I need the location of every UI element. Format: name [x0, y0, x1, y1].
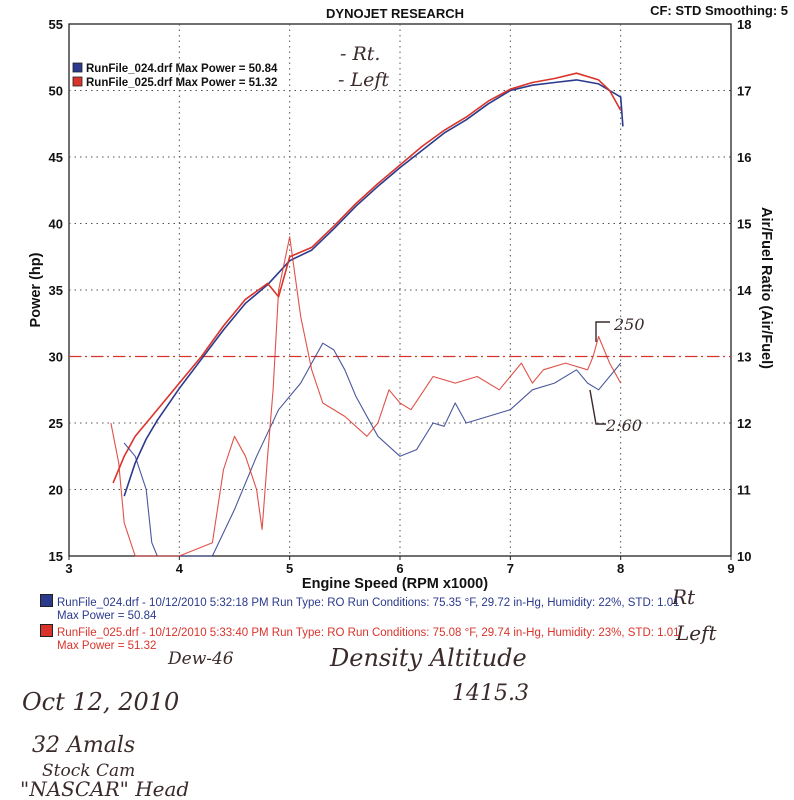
- y-tick-label: 15: [49, 549, 63, 564]
- y2-tick-label: 11: [737, 483, 751, 498]
- annotation-carbs: 32 Amals: [32, 733, 135, 758]
- chart-title: DYNOJET RESEARCH: [326, 6, 464, 21]
- legend-item-025: RunFile_025.drf Max Power = 51.32: [86, 77, 277, 89]
- x-tick-label: 6: [396, 561, 403, 576]
- y-tick-label: 50: [49, 84, 63, 99]
- run-info-024-line2: Max Power = 50.84: [57, 610, 157, 622]
- annotation-density-altitude: Density Altitude: [329, 644, 527, 672]
- series-line-afr-3: [110, 236, 622, 557]
- y2-tick-label: 18: [737, 17, 751, 32]
- legend-swatch-024: [72, 62, 83, 73]
- chart-settings: CF: STD Smoothing: 5: [650, 3, 788, 18]
- y2-tick-label: 13: [737, 350, 751, 365]
- bracket-250: [595, 321, 610, 342]
- x-tick-label: 4: [176, 561, 184, 576]
- annotation-left: - Left: [338, 69, 389, 91]
- annotation-cam: Stock Cam: [42, 761, 135, 781]
- y-tick-label: 55: [49, 17, 63, 32]
- x-tick-label: 3: [65, 561, 72, 576]
- y2-axis-label: Air/Fuel Ratio (Air/Fuel): [758, 207, 774, 369]
- annotation-altitude-value: 1415.3: [452, 681, 529, 706]
- annotation-260: 2:60: [605, 416, 642, 435]
- run-info-025-line2: Max Power = 51.32: [57, 640, 157, 652]
- y2-tick-label: 17: [737, 84, 751, 99]
- y-tick-label: 30: [49, 350, 63, 365]
- run-info-025: RunFile_025.drf - 10/12/2010 5:33:40 PM …: [40, 624, 680, 653]
- annotation-rt: - Rt.: [340, 43, 380, 65]
- run-info-swatch-024: [40, 594, 53, 607]
- run-info-024-line1: RunFile_024.drf - 10/12/2010 5:32:18 PM …: [57, 597, 680, 609]
- annotation-rt-bottom: Rt: [671, 585, 696, 609]
- annotation-250: 250: [613, 315, 645, 334]
- x-tick-label: 8: [617, 561, 624, 576]
- y2-tick-label: 12: [737, 416, 751, 431]
- y2-tick-label: 10: [737, 549, 751, 564]
- tick-labels: 3 4 5 6 7 8 9152025303540455055101112131415161…: [49, 17, 753, 576]
- run-info-024: RunFile_024.drf - 10/12/2010 5:32:18 PM …: [40, 594, 680, 623]
- y-tick-label: 20: [49, 483, 63, 498]
- y2-tick-label: 16: [737, 150, 751, 165]
- y-tick-label: 35: [49, 283, 63, 298]
- x-tick-label: 7: [507, 561, 514, 576]
- run-info-025-line1: RunFile_025.drf - 10/12/2010 5:33:40 PM …: [57, 627, 680, 639]
- y2-tick-label: 15: [737, 217, 751, 232]
- y2-tick-label: 14: [737, 283, 752, 298]
- series-line-afr-2: [123, 342, 622, 557]
- y-tick-label: 25: [49, 416, 63, 431]
- y-axis-label: Power (hp): [28, 252, 44, 327]
- series-lines: [69, 72, 731, 557]
- annotation-head: "NASCAR" Head: [20, 777, 189, 800]
- legend-item-024: RunFile_024.drf Max Power = 50.84: [86, 63, 278, 75]
- legend-swatch-025: [72, 76, 83, 87]
- x-axis-label: Engine Speed (RPM x1000): [302, 576, 488, 592]
- x-tick-label: 9: [727, 561, 734, 576]
- bracket-260: [589, 389, 606, 425]
- y-tick-label: 40: [49, 217, 63, 232]
- series-line-power-0: [123, 79, 624, 497]
- annotation-left-bottom: Left: [675, 621, 718, 645]
- x-tick-label: 5: [286, 561, 293, 576]
- y-tick-label: 45: [49, 150, 63, 165]
- annotation-dew: Dew-46: [167, 649, 234, 669]
- series-line-power-1: [112, 72, 622, 484]
- run-info-swatch-025: [40, 624, 53, 637]
- annotation-date: Oct 12, 2010: [22, 688, 179, 716]
